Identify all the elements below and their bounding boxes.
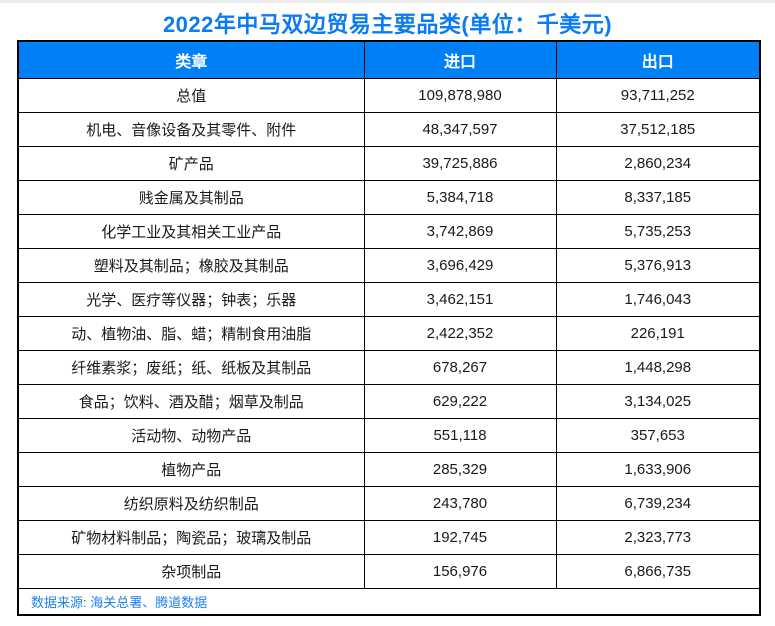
- category-cell: 总值: [17, 78, 365, 113]
- table-row: 活动物、动物产品 551,118 357,653: [17, 418, 761, 453]
- export-cell: 37,512,185: [555, 112, 761, 147]
- export-cell: 3,134,025: [555, 384, 761, 419]
- category-cell: 贱金属及其制品: [17, 180, 365, 215]
- category-cell: 化学工业及其相关工业产品: [17, 214, 365, 249]
- table-row: 化学工业及其相关工业产品 3,742,869 5,735,253: [17, 214, 761, 249]
- table-header: 类章 进口 出口: [17, 40, 761, 79]
- category-cell: 活动物、动物产品: [17, 418, 365, 453]
- export-cell: 357,653: [555, 418, 761, 453]
- export-cell: 1,746,043: [555, 282, 761, 317]
- category-cell: 矿物材料制品；陶瓷品；玻璃及制品: [17, 520, 365, 555]
- table-row: 塑料及其制品；橡胶及其制品 3,696,429 5,376,913: [17, 248, 761, 283]
- table-body: 总值 109,878,980 93,711,252 机电、音像设备及其零件、附件…: [17, 78, 761, 589]
- column-header-category: 类章: [17, 40, 365, 79]
- import-cell: 2,422,352: [363, 316, 557, 351]
- table-footer: 数据来源: 海关总署、腾道数据: [17, 588, 761, 616]
- import-cell: 3,696,429: [363, 248, 557, 283]
- category-cell: 纤维素浆；废纸；纸、纸板及其制品: [17, 350, 365, 385]
- export-cell: 8,337,185: [555, 180, 761, 215]
- import-cell: 156,976: [363, 554, 557, 589]
- category-cell: 机电、音像设备及其零件、附件: [17, 112, 365, 147]
- import-cell: 192,745: [363, 520, 557, 555]
- import-cell: 629,222: [363, 384, 557, 419]
- import-cell: 243,780: [363, 486, 557, 521]
- category-cell: 矿产品: [17, 146, 365, 181]
- import-cell: 5,384,718: [363, 180, 557, 215]
- table-row: 矿物材料制品；陶瓷品；玻璃及制品 192,745 2,323,773: [17, 520, 761, 555]
- category-cell: 杂项制品: [17, 554, 365, 589]
- import-cell: 285,329: [363, 452, 557, 487]
- table-row: 植物产品 285,329 1,633,906: [17, 452, 761, 487]
- category-cell: 食品；饮料、酒及醋；烟草及制品: [17, 384, 365, 419]
- trade-data-table: 类章 进口 出口 总值 109,878,980 93,711,252 机电、音像…: [17, 40, 761, 616]
- category-cell: 塑料及其制品；橡胶及其制品: [17, 248, 365, 283]
- export-cell: 6,866,735: [555, 554, 761, 589]
- table-row: 机电、音像设备及其零件、附件 48,347,597 37,512,185: [17, 112, 761, 147]
- table-header-row: 类章 进口 出口: [17, 40, 761, 79]
- import-cell: 678,267: [363, 350, 557, 385]
- table-row: 总值 109,878,980 93,711,252: [17, 78, 761, 113]
- table-row: 食品；饮料、酒及醋；烟草及制品 629,222 3,134,025: [17, 384, 761, 419]
- table-row: 纺织原料及纺织制品 243,780 6,739,234: [17, 486, 761, 521]
- import-cell: 109,878,980: [363, 78, 557, 113]
- export-cell: 93,711,252: [555, 78, 761, 113]
- category-cell: 动、植物油、脂、蜡；精制食用油脂: [17, 316, 365, 351]
- import-cell: 3,742,869: [363, 214, 557, 249]
- import-cell: 3,462,151: [363, 282, 557, 317]
- table-row: 纤维素浆；废纸；纸、纸板及其制品 678,267 1,448,298: [17, 350, 761, 385]
- export-cell: 5,376,913: [555, 248, 761, 283]
- export-cell: 6,739,234: [555, 486, 761, 521]
- page-title: 2022年中马双边贸易主要品类(单位：千美元): [162, 12, 613, 37]
- table-row: 光学、医疗等仪器；钟表；乐器 3,462,151 1,746,043: [17, 282, 761, 317]
- table-row: 杂项制品 156,976 6,866,735: [17, 554, 761, 589]
- export-cell: 226,191: [555, 316, 761, 351]
- import-cell: 551,118: [363, 418, 557, 453]
- import-cell: 48,347,597: [363, 112, 557, 147]
- table-row: 动、植物油、脂、蜡；精制食用油脂 2,422,352 226,191: [17, 316, 761, 351]
- export-cell: 1,448,298: [555, 350, 761, 385]
- top-edge-strip: [0, 0, 775, 3]
- table-row: 矿产品 39,725,886 2,860,234: [17, 146, 761, 181]
- column-header-import: 进口: [363, 40, 557, 79]
- data-source-note: 数据来源: 海关总署、腾道数据: [17, 588, 761, 616]
- export-cell: 2,323,773: [555, 520, 761, 555]
- export-cell: 5,735,253: [555, 214, 761, 249]
- category-cell: 植物产品: [17, 452, 365, 487]
- import-cell: 39,725,886: [363, 146, 557, 181]
- table-row: 贱金属及其制品 5,384,718 8,337,185: [17, 180, 761, 215]
- category-cell: 纺织原料及纺织制品: [17, 486, 365, 521]
- column-header-export: 出口: [555, 40, 761, 79]
- category-cell: 光学、医疗等仪器；钟表；乐器: [17, 282, 365, 317]
- export-cell: 1,633,906: [555, 452, 761, 487]
- export-cell: 2,860,234: [555, 146, 761, 181]
- source-row: 数据来源: 海关总署、腾道数据: [17, 588, 761, 616]
